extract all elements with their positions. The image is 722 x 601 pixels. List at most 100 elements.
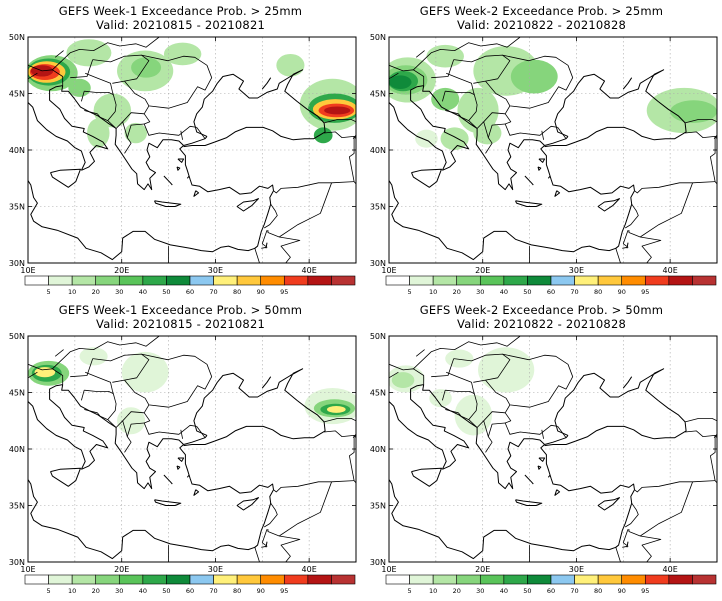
legend-threshold: 40 [500,288,508,296]
lat-label: 45N [9,90,25,99]
country-border [124,54,213,109]
country-border [622,529,629,548]
legend-threshold: 60 [547,288,555,296]
country-border [445,90,475,95]
legend-swatch [597,275,623,286]
country-border [273,480,355,493]
legend-threshold: 5 [408,288,412,296]
country-border [442,91,446,102]
lat-label: 35N [370,203,386,212]
legend-swatch [189,574,214,585]
legend-threshold: 5 [408,587,412,595]
coastline [261,269,262,272]
legend-threshold: 60 [186,288,194,296]
country-border [709,435,717,484]
legend-swatch [307,275,332,286]
legend-threshold: 70 [570,587,578,595]
panel-valid-dates: Valid: 20210822 - 20210828 [457,317,626,331]
country-border [685,430,717,438]
panel-title: GEFS Week-1 Exceedance Prob. > 50mm [58,303,303,317]
probability-shade [324,106,351,115]
legend-swatch [24,275,49,286]
lon-label: 40E [302,565,317,574]
country-border [279,535,301,562]
legend-swatch [24,574,49,585]
probability-shade [429,389,452,408]
coastline [554,69,687,143]
country-border [324,430,356,438]
coastline [236,198,259,212]
legend-threshold: 60 [547,587,555,595]
lon-label: 10E [20,565,35,574]
legend-threshold: 10 [68,288,76,296]
country-border [85,72,113,92]
coastline [49,384,109,470]
coastline [389,139,390,140]
coastline [176,465,181,470]
legend-threshold: 80 [594,288,602,296]
probability-shade [391,372,415,388]
map-content [389,336,717,571]
coastline [537,465,542,470]
legend-threshold: 70 [570,288,578,296]
lon-label: 20E [114,565,129,574]
legend-swatch [409,275,434,286]
coastline [622,376,633,389]
country-border [485,123,506,154]
legend-bar: 5 10 20 30 40 50 60 70 80 90 95 [24,574,356,595]
country-border [415,349,425,357]
country-border [468,91,478,129]
country-border [685,131,717,139]
legend-threshold: 20 [453,288,461,296]
lat-label: 50N [9,33,25,42]
coastline [179,444,274,494]
legend-threshold: 5 [47,587,51,595]
probability-shade [276,53,305,77]
coastline [544,136,569,146]
country-border [81,390,85,401]
probability-shade [87,118,110,148]
country-border [628,481,693,537]
legend-swatch [503,574,528,585]
coastline [28,438,29,439]
lat-label: 30N [370,259,386,268]
coastline [622,568,623,571]
country-border [196,426,206,438]
country-border [628,182,693,238]
lat-label: 40N [9,146,25,155]
country-border [261,529,268,548]
country-border [685,119,717,124]
legend-swatch [260,574,285,585]
coastline [183,435,208,445]
legend-threshold: 95 [280,587,288,595]
legend-swatch [236,574,262,585]
coastline [163,175,173,186]
country-border [615,544,621,562]
country-border [254,544,260,562]
lat-label: 30N [9,558,25,567]
legend-swatch [385,574,410,585]
legend-threshold: 30 [115,288,123,296]
lat-label: 40N [9,445,25,454]
country-border [124,123,145,154]
country-border [468,390,478,428]
legend-swatch [503,275,528,286]
probability-legend: 5 10 20 30 40 50 60 70 80 90 95 [385,275,717,298]
country-border [640,535,662,562]
coastline [410,384,470,470]
country-border [263,502,278,528]
country-border [445,110,469,121]
legend-bar: 5 10 20 30 40 50 60 70 80 90 95 [385,574,717,595]
coastline [177,158,185,163]
coastline [411,467,442,487]
panel-title: GEFS Week-2 Exceedance Prob. > 25mm [419,4,664,18]
legend-swatch [550,275,575,286]
country-border [267,481,332,537]
coastline [28,401,86,470]
legend-swatch [644,574,670,585]
legend-swatch [95,574,120,585]
country-border [92,353,150,383]
lat-label: 35N [9,502,25,511]
legend-threshold: 95 [280,288,288,296]
